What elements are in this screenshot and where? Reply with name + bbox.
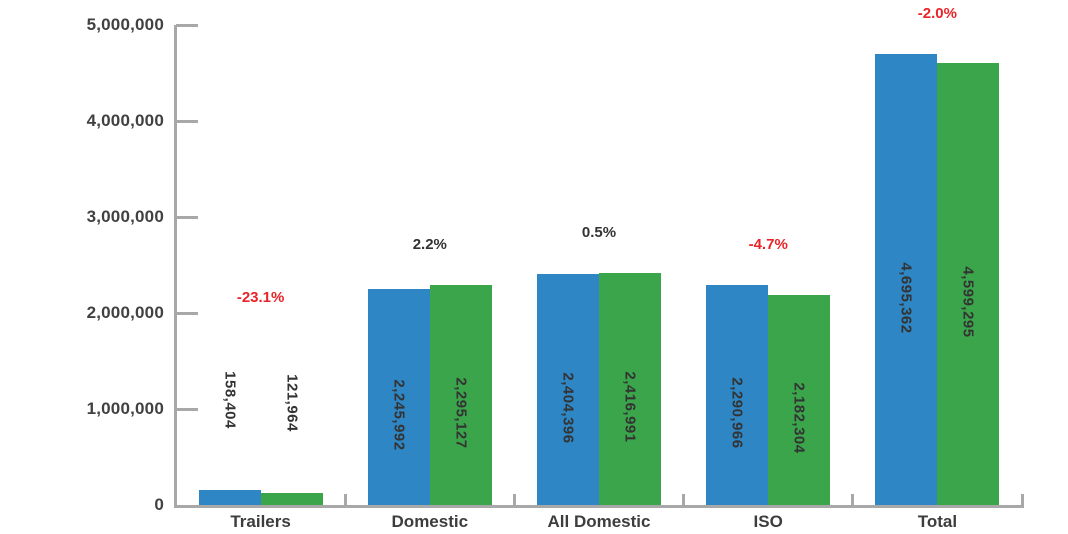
y-axis-tick [176, 24, 198, 27]
bar-value-label: 2,295,127 [452, 377, 470, 449]
bar-blue-series-all-domestic [537, 274, 599, 505]
x-axis-tick [682, 494, 686, 505]
x-axis-tick [1020, 494, 1024, 505]
category-label-iso: ISO [753, 512, 783, 531]
pct-change-label: 2.2% [412, 235, 447, 253]
x-axis-tick [512, 494, 516, 505]
y-axis-tick [176, 216, 198, 219]
pct-change-label: -4.7% [748, 236, 788, 254]
y-axis-tick [176, 312, 198, 315]
y-axis-tick [176, 408, 198, 411]
bar-blue-series-total [875, 54, 938, 505]
y-axis-label: 2,000,000 [86, 303, 164, 322]
y-axis-label: 0 [154, 495, 164, 514]
bar-value-label: 121,964 [283, 374, 301, 433]
bar-value-label: 4,599,295 [959, 266, 977, 338]
bar-blue-series-trailers [198, 489, 261, 505]
bar-value-label: 158,404 [221, 370, 239, 429]
bar-value-label: 2,416,991 [621, 371, 639, 443]
category-label-all-domestic: All Domestic [547, 512, 651, 531]
category-label-total: Total [917, 512, 958, 531]
bar-value-label: 4,695,362 [897, 261, 915, 334]
y-axis-label: 1,000,000 [86, 399, 164, 418]
bar-green-series-iso [768, 295, 831, 505]
bar-green-series-trailers [260, 493, 323, 505]
bar-value-label: 2,404,396 [559, 371, 577, 444]
pct-change-label: -2.0% [917, 5, 957, 23]
bar-blue-series-domestic [367, 289, 430, 505]
pct-change-label: -23.1% [236, 288, 285, 306]
y-axis-tick [176, 120, 198, 123]
y-axis-label: 3,000,000 [86, 207, 164, 226]
x-axis-tick [343, 494, 347, 505]
bar-green-series-total [937, 63, 1000, 505]
bar-value-label: 2,290,966 [728, 377, 746, 449]
y-axis-label: 4,000,000 [86, 111, 164, 130]
category-label-trailers: Trailers [230, 512, 291, 531]
bar-value-label: 2,182,304 [790, 382, 808, 454]
y-axis-line [174, 25, 177, 508]
category-label-domestic: Domestic [391, 512, 469, 531]
bar-blue-series-iso [706, 285, 769, 505]
bar-value-label: 2,245,992 [390, 379, 408, 451]
y-axis-label: 5,000,000 [86, 15, 164, 34]
pct-change-label: 0.5% [581, 223, 617, 241]
bar-green-series-all-domestic [599, 272, 661, 505]
x-axis-tick [851, 494, 855, 505]
bar-green-series-domestic [429, 284, 492, 505]
x-axis-line [174, 505, 1024, 508]
